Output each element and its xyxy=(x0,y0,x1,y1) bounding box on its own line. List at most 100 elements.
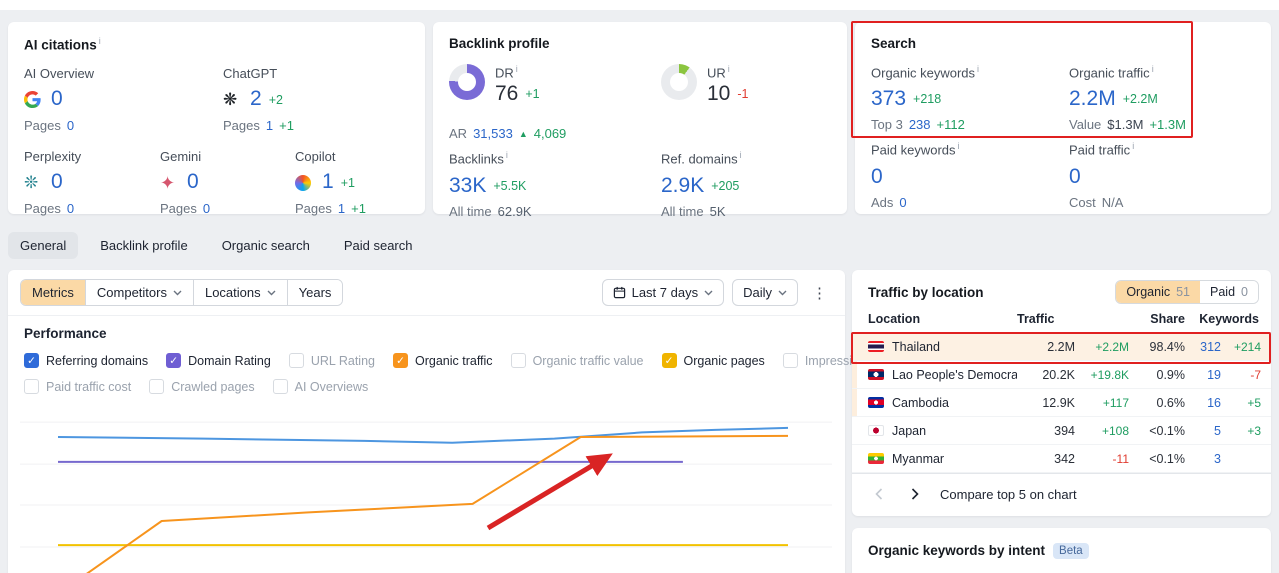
pages-value[interactable]: 0 xyxy=(66,200,75,216)
ai-item-value[interactable]: 1 xyxy=(322,170,334,194)
checkbox-icon xyxy=(24,379,39,394)
info-icon[interactable]: i xyxy=(1132,141,1135,152)
checkbox-row: ✓ Referring domains ✓ Domain Rating URL Rati… xyxy=(24,353,971,368)
pages-label: Pages xyxy=(295,200,332,216)
ai-citation-item: Perplexity ❊ 0 Pages 0 xyxy=(24,149,160,216)
ai-item-value[interactable]: 0 xyxy=(187,170,199,194)
metric-checkbox-url-rating[interactable]: URL Rating xyxy=(288,353,375,368)
info-icon[interactable]: i xyxy=(515,64,518,74)
performance-chart[interactable] xyxy=(20,395,832,573)
keywords-value[interactable]: 5 xyxy=(1214,423,1221,438)
metric-checkbox-paid-traffic-cost[interactable]: Paid traffic cost xyxy=(24,379,131,394)
metric-checkbox-referring-domains[interactable]: ✓ Referring domains xyxy=(24,353,148,368)
table-row-myanmar[interactable]: Myanmar 342 -11 <0.1% 3 xyxy=(852,445,1271,473)
pages-value[interactable]: 0 xyxy=(202,200,211,216)
metric-checkbox-domain-rating[interactable]: ✓ Domain Rating xyxy=(166,353,271,368)
organic-toggle-button[interactable]: Organic 51 xyxy=(1116,281,1201,303)
info-icon[interactable]: i xyxy=(1151,64,1154,74)
info-icon[interactable]: i xyxy=(957,141,960,152)
ai-citation-item: ChatGPT ❋ 2 +2 Pages 1 +1 xyxy=(223,66,409,133)
ref-domains-value[interactable]: 2.9K xyxy=(661,173,705,197)
paid-traffic-block: Paid traffic i 0 Cost N/A xyxy=(1069,141,1135,210)
competitors-button[interactable]: Competitors xyxy=(84,280,193,305)
ai-item-value[interactable]: 0 xyxy=(51,87,63,111)
metric-checkbox-crawled-pages[interactable]: Crawled pages xyxy=(149,379,255,394)
info-icon[interactable]: i xyxy=(739,150,742,161)
info-icon[interactable]: i xyxy=(98,36,101,46)
location-name[interactable]: Myanmar xyxy=(892,451,945,466)
keywords-value[interactable]: 19 xyxy=(1207,367,1221,382)
ar-value[interactable]: 31,533 xyxy=(473,126,513,142)
ai-item-value[interactable]: 2 xyxy=(250,87,262,111)
location-name[interactable]: Japan xyxy=(892,423,927,438)
next-page-button[interactable] xyxy=(904,483,926,505)
ai-item-value-row: ❋ 2 +2 xyxy=(223,88,409,112)
paid-traffic-value[interactable]: 0 xyxy=(1069,164,1081,188)
traffic-delta: +117 xyxy=(1102,395,1129,410)
metric-checkbox-organic-traffic-value[interactable]: Organic traffic value xyxy=(510,353,644,368)
backlink-profile-title: Backlink profile xyxy=(449,36,550,51)
keywords-delta: -7 xyxy=(1250,367,1261,382)
tab-general[interactable]: General xyxy=(8,232,79,259)
keywords-value[interactable]: 16 xyxy=(1207,395,1221,410)
ai-citation-item: Copilot 1 +1 Pages 1 +1 xyxy=(295,149,409,216)
checkbox-label: Domain Rating xyxy=(188,353,271,368)
keywords-value[interactable]: 3 xyxy=(1214,451,1221,466)
dr-delta: +1 xyxy=(525,87,540,102)
compare-top5-link[interactable]: Compare top 5 on chart xyxy=(940,486,1077,502)
share-value: 0.9% xyxy=(1156,367,1186,382)
copilot-icon xyxy=(295,174,315,191)
ai-citations-row-2: Perplexity ❊ 0 Pages 0 Gemini ✦ 0 Pages 0 Copilot 1… xyxy=(24,149,409,216)
date-range-button[interactable]: Last 7 days xyxy=(601,279,725,306)
keywords-value[interactable]: 312 xyxy=(1200,339,1221,354)
table-row-thailand[interactable]: Thailand 2.2M +2.2M 98.4% 312 +214 xyxy=(852,333,1271,361)
prev-page-button[interactable] xyxy=(868,483,890,505)
metric-checkbox-organic-traffic[interactable]: ✓ Organic traffic xyxy=(392,353,493,368)
traffic-delta: +108 xyxy=(1101,423,1129,438)
metrics-button[interactable]: Metrics xyxy=(21,280,85,305)
ai-citations-card: AI citations i AI Overview 0 Pages 0 ChatGPT ❋… xyxy=(8,22,425,216)
tab-organic-search[interactable]: Organic search xyxy=(221,238,310,253)
paid-toggle-button[interactable]: Paid 0 xyxy=(1200,281,1258,303)
chart-line-referring-domains xyxy=(57,426,789,444)
table-row-lao-people-s-democratic-reput[interactable]: Lao People's Democratic Reput 20.2K +19.8K… xyxy=(852,361,1271,389)
table-row-cambodia[interactable]: Cambodia 12.9K +117 0.6% 16 +5 xyxy=(852,389,1271,417)
info-icon[interactable]: i xyxy=(727,64,730,74)
pages-value[interactable]: 0 xyxy=(66,117,75,133)
intent-title: Organic keywords by intent xyxy=(868,543,1046,558)
locations-button[interactable]: Locations xyxy=(192,280,287,305)
info-icon[interactable]: i xyxy=(977,64,980,74)
ai-item-value[interactable]: 0 xyxy=(51,170,63,194)
chevron-down-icon xyxy=(267,290,276,295)
tab-paid-search[interactable]: Paid search xyxy=(343,238,413,253)
calendar-icon xyxy=(613,286,625,299)
paid-keywords-value[interactable]: 0 xyxy=(871,164,883,188)
backlink-profile-card: Backlink profile DR i 76 +1 AR 31,533 ▲ 4,… xyxy=(433,22,847,219)
tab-backlink-profile[interactable]: Backlink profile xyxy=(100,238,188,253)
years-button[interactable]: Years xyxy=(286,280,343,305)
organic-traffic-value[interactable]: 2.2M xyxy=(1069,87,1116,111)
url-rating-block: UR i 10 -1 xyxy=(661,64,831,141)
pages-value[interactable]: 1 xyxy=(337,200,346,216)
backlinks-value[interactable]: 33K xyxy=(449,173,487,197)
traffic-by-location-card: Traffic by location Organic 51 Paid 0 Lo… xyxy=(852,270,1271,516)
chatgpt-icon: ❋ xyxy=(223,90,238,109)
pages-value[interactable]: 1 xyxy=(265,117,274,133)
metric-checkbox-organic-pages[interactable]: ✓ Organic pages xyxy=(661,353,765,368)
granularity-button[interactable]: Daily xyxy=(732,279,798,306)
location-name[interactable]: Lao People's Democratic Reput xyxy=(892,367,1017,382)
organic-keywords-value[interactable]: 373 xyxy=(871,87,907,111)
pages-label: Pages xyxy=(24,200,61,216)
location-name[interactable]: Cambodia xyxy=(892,395,949,410)
table-row-japan[interactable]: Japan 394 +108 <0.1% 5 +3 xyxy=(852,417,1271,445)
ai-item-pages-row: Pages 0 xyxy=(24,201,160,216)
location-name[interactable]: Thailand xyxy=(892,339,940,354)
checkbox-label: AI Overviews xyxy=(294,379,369,394)
info-icon[interactable]: i xyxy=(505,150,508,161)
ai-citation-item: AI Overview 0 Pages 0 xyxy=(24,66,223,133)
more-options-kebab-icon[interactable]: ⋮ xyxy=(812,284,827,302)
share-value: 98.4% xyxy=(1149,339,1185,354)
metric-checkbox-ai-overviews[interactable]: AI Overviews xyxy=(272,379,369,394)
metric-checkboxes: ✓ Referring domains ✓ Domain Rating URL Rati… xyxy=(24,353,971,394)
location-cell: Myanmar xyxy=(868,452,1017,466)
